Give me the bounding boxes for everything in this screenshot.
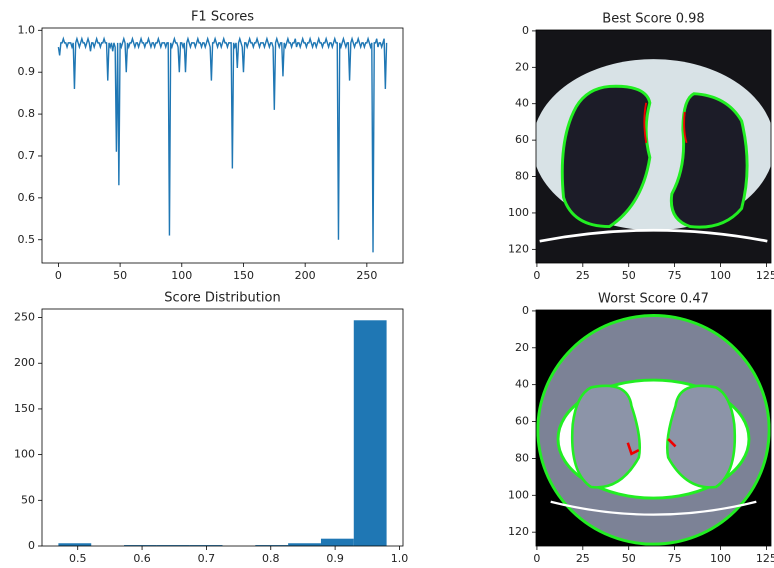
- x-tick-label: 50: [622, 269, 636, 282]
- histogram-bar: [320, 538, 354, 546]
- x-tick-label: 25: [576, 269, 590, 282]
- histogram-bar: [58, 543, 92, 546]
- y-tick-label: 200: [14, 356, 35, 369]
- y-tick-label: 0.6: [18, 191, 36, 204]
- x-tick-label: 200: [295, 269, 316, 282]
- y-tick-label: 0.9: [18, 65, 36, 78]
- y-tick-label: 150: [14, 402, 35, 415]
- y-tick-label: 1.0: [18, 23, 36, 36]
- axes-frame: [41, 308, 404, 547]
- ct-image-best: [536, 30, 771, 263]
- y-tick-label: 100: [508, 206, 529, 219]
- x-tick-label: 75: [668, 269, 682, 282]
- chart-title: Best Score 0.98: [602, 12, 704, 27]
- x-tick-label: 100: [710, 269, 731, 282]
- ct-image-worst: [536, 310, 771, 546]
- x-tick-label: 50: [622, 552, 636, 564]
- histogram-bar: [255, 545, 289, 546]
- x-tick-label: 0.8: [262, 552, 280, 564]
- y-tick-label: 50: [21, 493, 35, 506]
- x-tick-label: 0.6: [133, 552, 151, 564]
- axes-frame: [535, 309, 772, 547]
- y-tick-label: 80: [515, 451, 529, 464]
- x-tick-label: 125: [756, 552, 774, 564]
- x-tick-label: 0: [533, 269, 540, 282]
- y-tick-label: 250: [14, 311, 35, 324]
- chart-title: F1 Scores: [191, 10, 254, 25]
- chart-title: Score Distribution: [164, 291, 280, 306]
- y-tick-label: 20: [515, 60, 529, 73]
- y-tick-label: 20: [515, 341, 529, 354]
- x-tick-label: 100: [710, 552, 731, 564]
- y-tick-label: 40: [515, 97, 529, 110]
- histogram-bar: [353, 320, 387, 546]
- y-tick-label: 80: [515, 170, 529, 183]
- y-tick-label: 60: [515, 133, 529, 146]
- histogram-bar: [156, 545, 190, 546]
- x-tick-label: 1.0: [391, 552, 409, 564]
- x-tick-label: 250: [356, 269, 377, 282]
- y-tick-label: 0: [28, 539, 35, 552]
- y-tick-label: 0.7: [18, 149, 36, 162]
- x-tick-label: 0.5: [69, 552, 87, 564]
- y-tick-label: 40: [515, 378, 529, 391]
- x-tick-label: 0.7: [198, 552, 216, 564]
- y-tick-label: 0: [522, 304, 529, 317]
- x-tick-label: 100: [171, 269, 192, 282]
- axes-frame: [535, 29, 772, 264]
- y-tick-label: 0.5: [18, 233, 36, 246]
- x-tick-label: 50: [113, 269, 127, 282]
- x-tick-label: 0: [533, 552, 540, 564]
- x-tick-label: 125: [756, 269, 774, 282]
- histogram-bar: [189, 545, 223, 546]
- histogram-bar: [124, 545, 157, 546]
- x-tick-label: 150: [233, 269, 254, 282]
- y-tick-label: 120: [508, 525, 529, 538]
- f1-line: [57, 36, 388, 253]
- y-tick-label: 120: [508, 242, 529, 255]
- y-tick-label: 0: [522, 24, 529, 37]
- x-tick-label: 0.9: [326, 552, 344, 564]
- axes-frame: [41, 27, 404, 264]
- y-tick-label: 100: [508, 488, 529, 501]
- y-tick-label: 100: [14, 448, 35, 461]
- x-tick-label: 25: [576, 552, 590, 564]
- histogram-bar: [288, 543, 321, 546]
- y-tick-label: 0.8: [18, 107, 36, 120]
- x-tick-label: 75: [668, 552, 682, 564]
- chart-title: Worst Score 0.47: [598, 292, 709, 307]
- x-tick-label: 0: [55, 269, 62, 282]
- y-tick-label: 60: [515, 415, 529, 428]
